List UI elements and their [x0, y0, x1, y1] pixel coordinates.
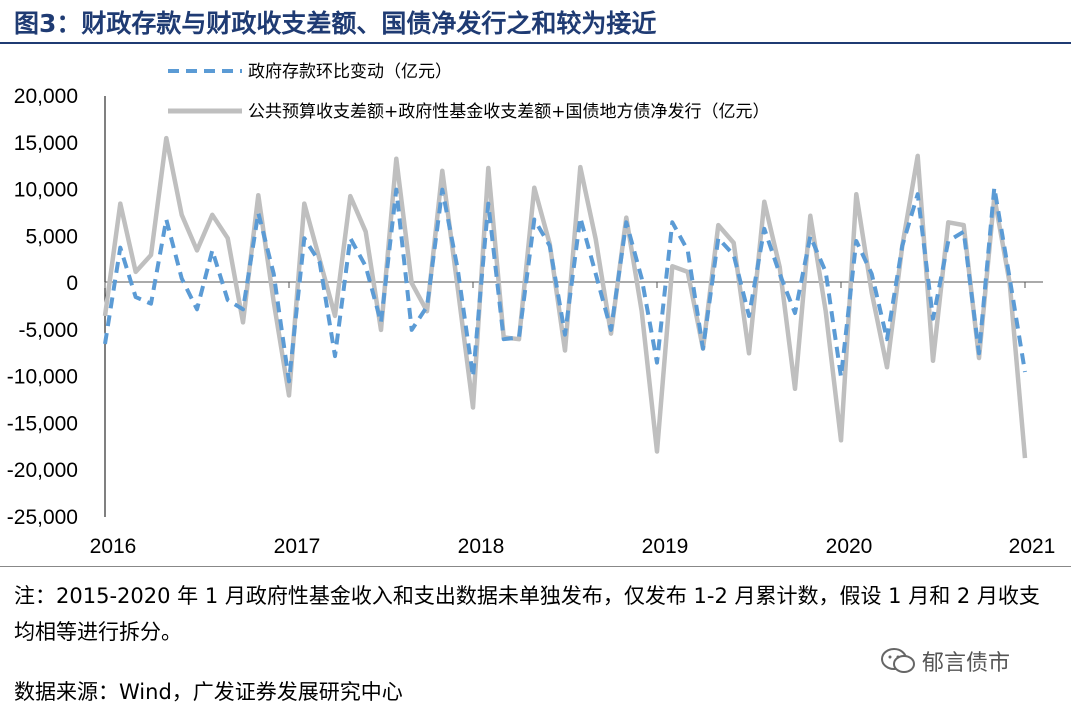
y-tick-label: 10,000 [14, 179, 78, 202]
series-lines [102, 135, 1028, 459]
y-tick-label: -15,000 [7, 412, 78, 435]
legend: 政府存款环比变动（亿元） 公共预算收支差额+政府性基金收支差额+国债地方债净发行… [168, 62, 770, 122]
watermark: 郁言债市 [880, 645, 1010, 677]
y-tick-label: -25,000 [7, 506, 78, 529]
bottom-divider [0, 566, 1071, 567]
series-line-deposit-change [103, 185, 1027, 384]
title-divider [0, 42, 1071, 44]
figure-note: 注：2015-2020 年 1 月政府性基金收入和支出数据未单独发布，仅发布 1… [14, 584, 1040, 644]
y-tick-label: 15,000 [14, 132, 78, 155]
y-tick-label: -10,000 [7, 366, 78, 389]
y-tick-label: 5,000 [25, 225, 78, 248]
series-line-fiscal-balance [102, 135, 1028, 459]
data-source: 数据来源：Wind，广发证券发展研究中心 [14, 680, 403, 704]
x-tick-label: 2020 [826, 535, 873, 558]
y-tick-label: 20,000 [14, 85, 78, 108]
x-ticks: 2016 2017 2018 2019 2020 2021 [90, 282, 1056, 558]
wechat-icon [881, 648, 915, 673]
x-tick-label: 2019 [642, 535, 689, 558]
chart: 20,000 15,000 10,000 5,000 0 -5,000 -10,000 -15… [7, 62, 1056, 558]
x-tick-label: 2016 [90, 535, 137, 558]
watermark-text: 郁言债市 [922, 651, 1011, 676]
x-tick-label: 2021 [1009, 535, 1056, 558]
y-tick-label: -20,000 [7, 459, 78, 482]
legend-label-fiscal: 公共预算收支差额+政府性基金收支差额+国债地方债净发行（亿元） [248, 102, 770, 122]
x-tick-label: 2017 [274, 535, 321, 558]
legend-label-deposit: 政府存款环比变动（亿元） [248, 62, 452, 82]
x-tick-label: 2018 [458, 535, 505, 558]
figure-title: 图3：财政存款与财政收支差额、国债净发行之和较为接近 [14, 9, 657, 38]
y-ticks: 20,000 15,000 10,000 5,000 0 -5,000 -10,000 -15… [7, 85, 78, 529]
y-tick-label: -5,000 [18, 319, 78, 342]
y-tick-label: 0 [66, 272, 78, 295]
